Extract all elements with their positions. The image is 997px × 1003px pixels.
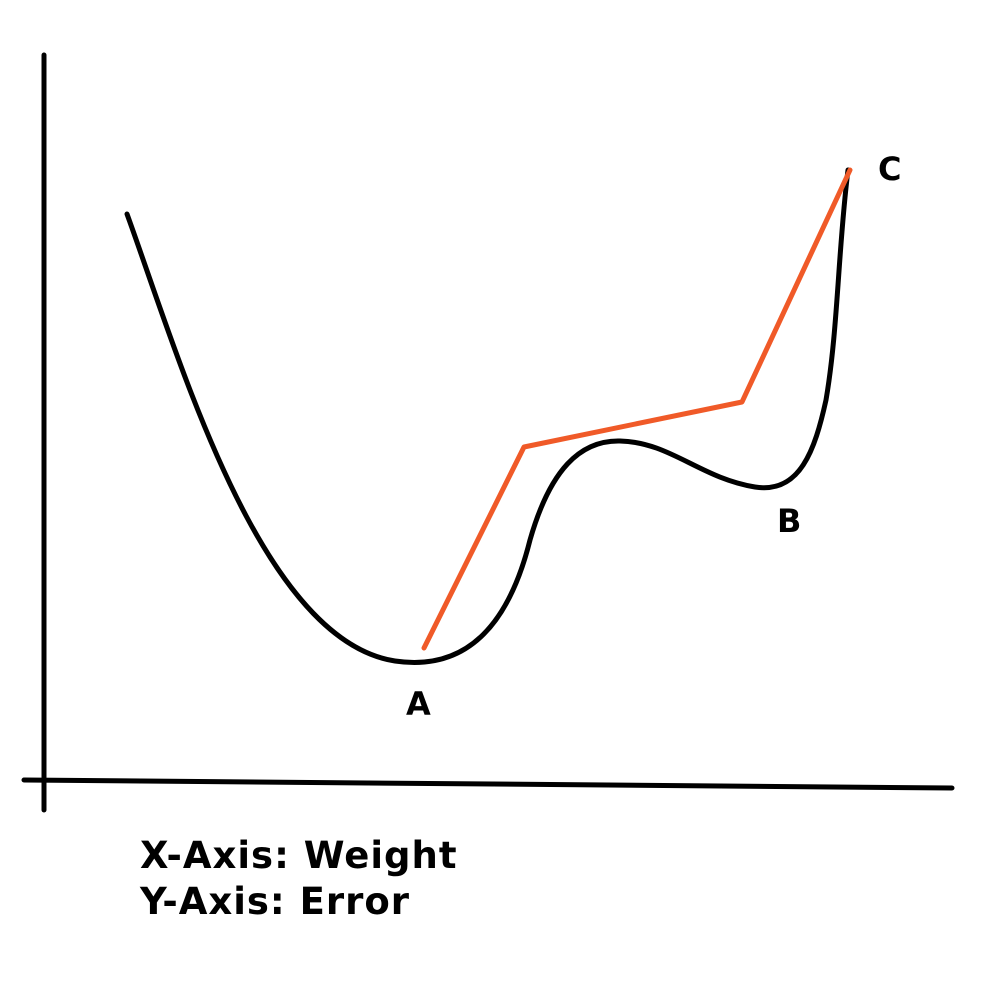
axis-legend: X-Axis: Weight Y-Axis: Error — [140, 833, 458, 925]
y-axis-caption: Y-Axis: Error — [140, 880, 411, 923]
x-axis-line — [21, 777, 955, 791]
point-label-a: A — [406, 685, 431, 723]
descent-path — [421, 167, 853, 651]
point-label-c: C — [878, 150, 901, 188]
error-curve — [124, 167, 851, 665]
point-label-b: B — [777, 502, 801, 540]
x-axis-caption: X-Axis: Weight — [140, 834, 458, 877]
